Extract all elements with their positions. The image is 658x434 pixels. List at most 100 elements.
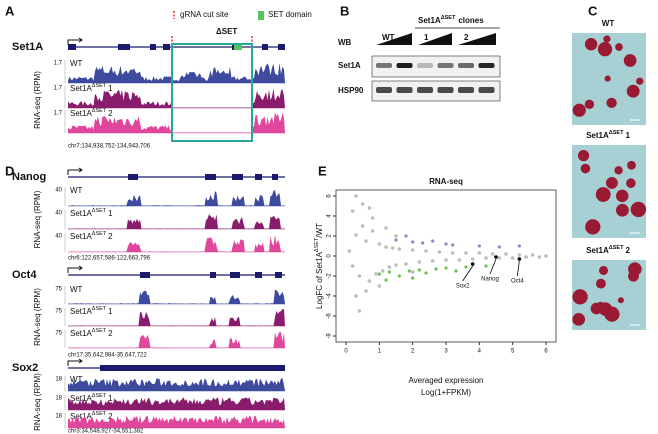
- label: WT: [70, 186, 83, 195]
- point: [380, 269, 385, 273]
- exon: [68, 44, 76, 50]
- exon: [275, 272, 282, 278]
- deletion-label: ΔSET: [216, 27, 237, 36]
- point: [404, 234, 408, 238]
- label: WT: [602, 19, 615, 28]
- lane-label: 2: [464, 33, 469, 42]
- point: [370, 216, 375, 220]
- point: [484, 256, 488, 260]
- colony: [626, 84, 640, 98]
- y-label: RNA-seq (RPM): [33, 71, 42, 129]
- point: [490, 252, 495, 256]
- point: [437, 250, 442, 254]
- exon: [205, 174, 216, 180]
- point: [364, 289, 368, 293]
- track-scale: 18: [55, 414, 62, 420]
- exon: [272, 174, 278, 180]
- label: Set1AΔSET 1: [586, 130, 630, 140]
- colony: [572, 103, 586, 117]
- band: [376, 63, 392, 68]
- y-label-text: /WT: [315, 223, 324, 238]
- label-text: Set1A: [418, 16, 441, 25]
- y-tick-label: -6: [327, 313, 333, 319]
- band: [458, 87, 474, 93]
- point: [354, 233, 358, 237]
- label: Set1AΔSET 2: [70, 231, 113, 241]
- coords: chr17:35,642,984-35,647,722: [68, 353, 147, 359]
- track-scale: 1.7: [54, 86, 63, 92]
- label-sup: ΔSET: [92, 411, 107, 417]
- label-suffix: 1: [108, 209, 113, 218]
- lane-label: WT: [382, 33, 395, 42]
- exon: [255, 174, 262, 180]
- row-label: HSP90: [338, 86, 364, 95]
- label: Set1AΔSET 1: [70, 393, 113, 403]
- label: Set1AΔSET 2: [70, 411, 113, 421]
- colony: [572, 313, 586, 326]
- panel-label: C: [588, 3, 598, 18]
- point: [357, 309, 362, 313]
- band: [396, 63, 413, 68]
- y-tick-label: 6: [327, 194, 333, 198]
- point: [510, 256, 515, 260]
- gene-name: Set1A: [12, 41, 43, 53]
- band: [437, 63, 454, 68]
- y-label: RNA-seq (RPM): [33, 373, 42, 431]
- label: WT: [70, 285, 83, 294]
- label-text: Set1A: [70, 209, 92, 218]
- annotation: Sox2: [456, 284, 470, 290]
- coverage: [68, 397, 285, 410]
- y-tick-label: -4: [327, 293, 333, 299]
- x-tick-label: 6: [544, 349, 548, 355]
- point: [350, 209, 355, 213]
- point: [517, 253, 522, 257]
- dose-wedge: [458, 33, 496, 45]
- point: [367, 206, 372, 210]
- exon: [163, 44, 170, 50]
- tss-arrow: [67, 167, 83, 175]
- colony: [595, 278, 606, 289]
- coverage: [68, 309, 285, 326]
- label-text: Set1A: [70, 412, 92, 421]
- colony: [595, 187, 611, 202]
- point: [421, 241, 425, 245]
- point: [360, 224, 365, 228]
- colony: [603, 35, 611, 43]
- label-text: Set1A: [586, 246, 609, 255]
- point: [407, 269, 411, 273]
- annotation: Oct4: [511, 279, 524, 285]
- gene-point: [494, 255, 498, 259]
- x-label: Averaged expression: [408, 376, 483, 385]
- coverage: [68, 63, 285, 83]
- label: WT: [70, 59, 83, 68]
- point: [354, 194, 358, 198]
- label-suffix: 2: [108, 232, 113, 241]
- colony: [584, 99, 595, 110]
- coverage: [68, 112, 285, 133]
- point: [417, 260, 422, 264]
- deletion-box: [171, 43, 253, 142]
- point: [470, 257, 475, 261]
- annotation-arrow: [516, 260, 520, 277]
- coords: chr3:34,548,927-34,551,382: [68, 429, 144, 434]
- exon: [232, 174, 243, 180]
- track-scale: 1.7: [54, 61, 63, 67]
- band: [458, 63, 474, 68]
- x-label: Log(1+FPKM): [421, 388, 471, 397]
- dose-wedge: [376, 33, 412, 45]
- label-text: WT: [70, 186, 83, 195]
- point: [411, 276, 415, 280]
- point: [384, 278, 388, 282]
- label-suffix: 1: [108, 307, 113, 316]
- y-tick-label: -2: [327, 273, 333, 279]
- y-tick-label: 0: [327, 254, 333, 258]
- point: [530, 253, 535, 257]
- point: [394, 263, 398, 267]
- label-suffix: 1: [108, 394, 113, 403]
- annotation-arrow: [462, 265, 473, 282]
- annotation-arrow: [489, 258, 497, 275]
- point: [450, 251, 455, 255]
- annotation: Nanog: [481, 277, 499, 283]
- label-sup: ΔSET: [441, 15, 456, 21]
